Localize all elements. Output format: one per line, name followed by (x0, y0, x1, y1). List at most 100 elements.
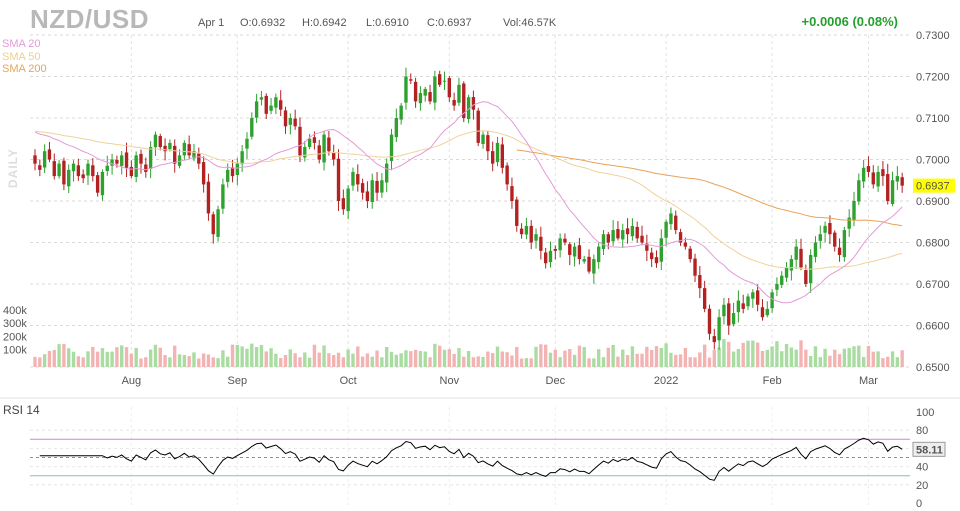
candle-body (129, 166, 134, 177)
volume-bar (206, 354, 211, 367)
candle-body (274, 97, 278, 108)
candle-body (755, 290, 760, 305)
candle-body (587, 256, 591, 272)
volume-bar (645, 346, 649, 367)
volume-bar (360, 356, 365, 367)
candle-body (794, 246, 798, 260)
candle-body (259, 97, 264, 100)
volume-bar (731, 351, 736, 367)
candle-body (91, 165, 95, 177)
candle-body (437, 74, 442, 85)
volume-bar (741, 342, 745, 367)
volume-bar (230, 344, 235, 367)
candle-body (312, 137, 317, 143)
volume-bar (380, 357, 384, 367)
volume-bar (341, 357, 346, 367)
candle-body (254, 101, 259, 118)
volume-bar (134, 348, 138, 367)
month-label: Feb (763, 375, 782, 387)
volume-bar (100, 348, 105, 367)
volume-bar (693, 357, 697, 367)
candle-body (611, 230, 615, 242)
candle-body (375, 180, 379, 193)
volume-bar (399, 353, 403, 367)
volume-bar (110, 351, 114, 367)
candle-body (857, 180, 861, 202)
candle-body (264, 95, 268, 114)
volume-bar (245, 348, 249, 367)
volume-bar (630, 346, 635, 367)
candle-body (678, 232, 683, 243)
volume-bar (462, 356, 466, 367)
candle-body (110, 159, 114, 166)
volume-bar (71, 351, 76, 367)
volume-bar (664, 343, 668, 367)
open-value: O:0.6932 (240, 17, 286, 29)
volume-bar (42, 354, 47, 367)
price-tick-label: 0.7000 (916, 155, 950, 167)
volume-bar (563, 350, 567, 367)
candle-body (837, 247, 842, 255)
month-label: Nov (440, 375, 460, 387)
volume-bar (587, 358, 591, 367)
volume-bar (548, 352, 553, 367)
volume-bar (269, 348, 273, 367)
volume-bar (611, 345, 615, 367)
volume-bar (857, 345, 861, 367)
volume-bar (539, 344, 543, 367)
candle-body (481, 134, 485, 144)
volume-bar (558, 357, 562, 367)
month-label: Sep (228, 375, 248, 387)
volume-bar (515, 346, 519, 367)
volume-bar (307, 357, 312, 367)
volume-bar (442, 349, 447, 367)
volume-bar (274, 353, 278, 367)
candle-body (890, 180, 895, 205)
volume-bar (120, 345, 124, 367)
volume-bar (852, 346, 856, 367)
volume-bar (866, 345, 871, 367)
candle-body (500, 144, 505, 168)
volume-bar (886, 356, 890, 367)
candle-body (784, 267, 789, 278)
candle-body (640, 235, 644, 243)
volume-bar (139, 358, 143, 367)
candle-body (582, 259, 586, 262)
candle-body (654, 257, 659, 264)
volume-tick-label: 400k (3, 305, 27, 317)
volume-bar (312, 344, 317, 367)
high-value: H:0.6942 (302, 17, 347, 29)
volume-bar (81, 357, 85, 367)
candle-body (134, 155, 138, 177)
candle-body (693, 258, 697, 276)
volume-bar (722, 339, 726, 367)
volume-bar (654, 346, 659, 367)
candle-body (351, 171, 355, 186)
candle-body (592, 259, 596, 274)
candle-body (67, 169, 71, 187)
candle-body (563, 238, 567, 243)
volume-bar (47, 350, 52, 367)
candle-body (529, 225, 533, 243)
volume-bar (900, 350, 904, 367)
candle-body (495, 142, 500, 163)
volume-bar (828, 355, 832, 367)
volume-bar (168, 357, 172, 367)
volume-bar (596, 349, 601, 367)
candle-body (332, 152, 336, 160)
volume-tick-label: 300k (3, 318, 27, 330)
candle-body (139, 153, 143, 164)
volume-bar (568, 349, 572, 367)
volume-bar (158, 347, 162, 367)
candle-body (38, 165, 42, 170)
candle-body (86, 163, 90, 176)
volume-bar (577, 345, 582, 367)
candle-body (818, 234, 822, 241)
candle-body (360, 183, 365, 193)
price-tick-label: 0.6800 (916, 238, 950, 250)
last-price-box (913, 178, 955, 193)
volume-bar (837, 354, 842, 367)
candle-body (712, 336, 716, 343)
candle-body (823, 225, 827, 233)
